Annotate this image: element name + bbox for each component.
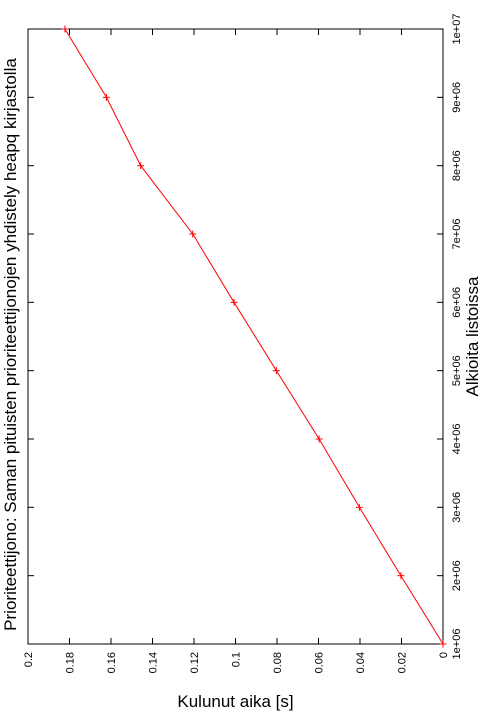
x-tick-label: 1e+06: [451, 629, 463, 660]
x-tick-label: 6e+06: [451, 287, 463, 318]
y-tick-label: 0.1: [231, 652, 243, 667]
y-tick-label: 0.14: [148, 652, 160, 673]
y-tick-label: 0.04: [355, 652, 367, 673]
series-group: [61, 26, 446, 648]
data-point: [103, 94, 110, 101]
axis-ticks: 1e+06 2e+06 3e+06 4e+06 5e+06 6e+06 7e+06 8e+06…: [23, 14, 463, 674]
y-tick-label: 0.08: [272, 652, 284, 673]
x-axis-label: Alkioita listoissa: [463, 276, 482, 397]
data-point: [231, 299, 238, 306]
y-tick-label: 0.02: [397, 652, 409, 673]
y-tick-label: 0.2: [23, 652, 35, 667]
x-tick-label: 2e+06: [451, 560, 463, 591]
x-tick-label: 1e+07: [451, 14, 463, 45]
x-tick-label: 9e+06: [451, 82, 463, 113]
x-tick-label: 5e+06: [451, 355, 463, 386]
x-tick-label: 3e+06: [451, 492, 463, 523]
series-line: [65, 29, 443, 644]
data-point: [440, 641, 447, 648]
x-tick-label: 4e+06: [451, 424, 463, 455]
y-tick-label: 0.06: [314, 652, 326, 673]
data-point: [316, 436, 323, 443]
data-point: [61, 26, 68, 33]
y-tick-label: 0.12: [189, 652, 201, 673]
plot-frame: [28, 29, 443, 644]
y-tick-label: 0.16: [106, 652, 118, 673]
y-tick-label: 0: [438, 652, 450, 658]
x-tick-label: 7e+06: [451, 219, 463, 250]
data-point: [356, 504, 363, 511]
data-point: [273, 367, 280, 374]
chart-title: Prioriteettijono: Saman pituisten priori…: [1, 58, 20, 631]
data-point: [397, 572, 404, 579]
y-axis-label: Kulunut aika [s]: [177, 692, 293, 711]
x-tick-label: 8e+06: [451, 150, 463, 181]
y-tick-label: 0.18: [65, 652, 77, 673]
